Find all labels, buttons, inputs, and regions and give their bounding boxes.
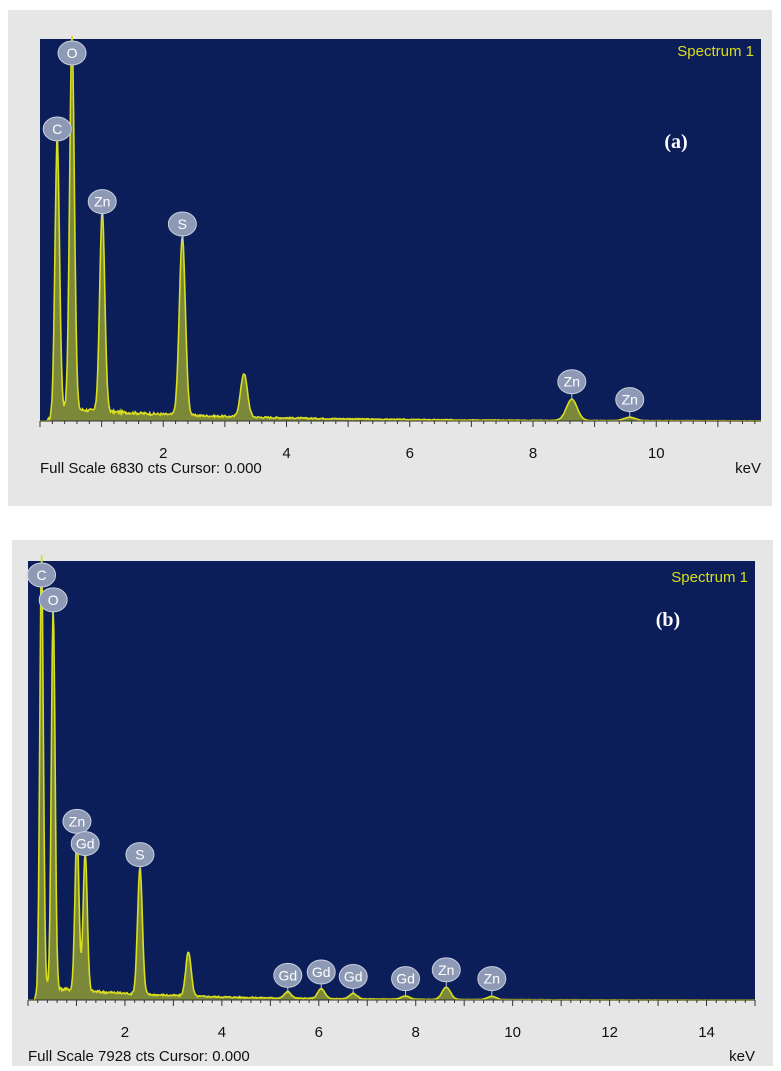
peak-label-o: O (38, 587, 68, 618)
x-axis-unit: keV (729, 1048, 755, 1065)
x-tick-label: 10 (504, 1024, 521, 1041)
svg-text:Zn: Zn (94, 194, 110, 210)
x-tick-label: 8 (412, 1024, 420, 1041)
plot-area (40, 39, 761, 421)
peak-label-zn: Zn (557, 369, 587, 400)
svg-text:Gd: Gd (76, 836, 95, 852)
peak-label-zn: Zn (62, 808, 92, 840)
spectrum-panel-b: C O Zn Gd S Gd Gd Gd Gd Zn Zn 2 4 6 8 10 12 14 Spectrum … (12, 540, 773, 1066)
full-scale-readout: Full Scale 7928 cts Cursor: 0.000 (28, 1048, 250, 1065)
x-tick-label: 6 (315, 1024, 323, 1041)
spectrum-title: Spectrum 1 (677, 43, 754, 60)
x-tick-label: 12 (601, 1024, 618, 1041)
x-tick-label: 10 (648, 445, 665, 462)
peak-label-c: C (27, 562, 57, 588)
x-tick-label: 4 (218, 1024, 226, 1041)
x-tick-label: 2 (159, 445, 167, 462)
svg-text:O: O (48, 592, 59, 608)
x-tick-label: 8 (529, 445, 537, 462)
full-scale-readout: Full Scale 6830 cts Cursor: 0.000 (40, 460, 262, 477)
svg-text:Zn: Zn (484, 971, 500, 987)
peak-label-zn: Zn (431, 957, 461, 988)
peak-label-s: S (167, 211, 197, 243)
peak-label-zn: Zn (87, 189, 117, 220)
peak-label-zn: Zn (477, 966, 507, 997)
svg-text:Zn: Zn (438, 962, 454, 978)
peak-label-gd: Gd (70, 831, 100, 862)
spectrum-chart-b: CO Zn Gd S Gd Gd Gd Gd Zn Zn 2 4 6 8 10 12 14 Spectrum … (27, 555, 756, 1065)
panel-label: (a) (664, 131, 687, 153)
svg-text:Gd: Gd (312, 964, 331, 980)
svg-text:C: C (37, 567, 47, 583)
peak-label-gd: Gd (273, 962, 303, 994)
svg-text:S: S (178, 216, 187, 232)
spectrum-title: Spectrum 1 (671, 569, 748, 586)
svg-text:Zn: Zn (622, 392, 638, 408)
peak-label-zn: Zn (615, 387, 645, 418)
peak-label-gd: Gd (338, 963, 368, 995)
plot-area (28, 561, 755, 1000)
x-tick-label: 4 (282, 445, 290, 462)
x-axis-unit: keV (735, 460, 761, 477)
svg-text:Zn: Zn (564, 374, 580, 390)
svg-text:O: O (67, 45, 78, 61)
svg-text:S: S (135, 847, 144, 863)
spectrum-panel-a: C O Zn S Zn Zn 2 4 6 8 10 Spectrum 1 (a) Full Sca… (8, 10, 772, 506)
peak-label-s: S (125, 842, 155, 873)
x-tick-label: 6 (406, 445, 414, 462)
svg-text:Gd: Gd (396, 971, 415, 987)
peak-label-o: O (57, 40, 87, 66)
panel-label: (b) (656, 609, 680, 631)
svg-text:Zn: Zn (69, 813, 85, 829)
peak-label-c: C (42, 116, 72, 147)
x-tick-label: 14 (698, 1024, 715, 1041)
spectrum-chart-a: C O Zn S Zn Zn 2 4 6 8 10 Spectrum 1 (a) Full Sca… (39, 35, 761, 477)
peak-label-gd: Gd (391, 966, 421, 997)
svg-text:Gd: Gd (344, 968, 363, 984)
svg-text:Gd: Gd (278, 967, 297, 983)
x-tick-label: 2 (121, 1024, 129, 1041)
svg-text:C: C (52, 121, 62, 137)
peak-label-gd: Gd (306, 959, 336, 991)
